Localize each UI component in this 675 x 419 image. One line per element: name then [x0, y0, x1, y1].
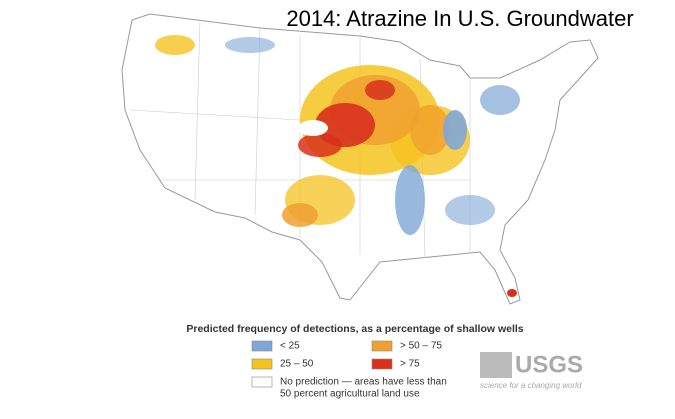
us-map	[121, 13, 599, 305]
legend-label: No prediction — areas have less than	[280, 377, 447, 388]
legend: < 25 > 50 – 75 25 – 50 > 75 No prediction — …	[251, 340, 447, 400]
usgs-logo: USGS science for a changing world	[480, 351, 583, 390]
legend-title: Predicted frequency of detections, as a …	[186, 323, 523, 335]
logo-name: USGS	[515, 351, 583, 378]
legend-swatch	[251, 376, 273, 388]
legend-swatch	[251, 358, 273, 370]
detection-areas	[155, 35, 520, 297]
title: 2014: Atrazine In U.S. Groundwater	[286, 6, 633, 31]
logo-tagline: science for a changing world	[480, 381, 582, 390]
logo-mark	[480, 352, 512, 378]
legend-label: 25 – 50	[280, 359, 314, 370]
legend-label: 50 percent agricultural land use	[280, 389, 420, 400]
legend-swatch	[251, 340, 273, 352]
legend-swatch	[371, 358, 393, 370]
legend-label: < 25	[280, 341, 300, 352]
legend-label: > 50 – 75	[400, 341, 442, 352]
legend-swatch	[371, 340, 393, 352]
legend-label: > 75	[400, 359, 420, 370]
